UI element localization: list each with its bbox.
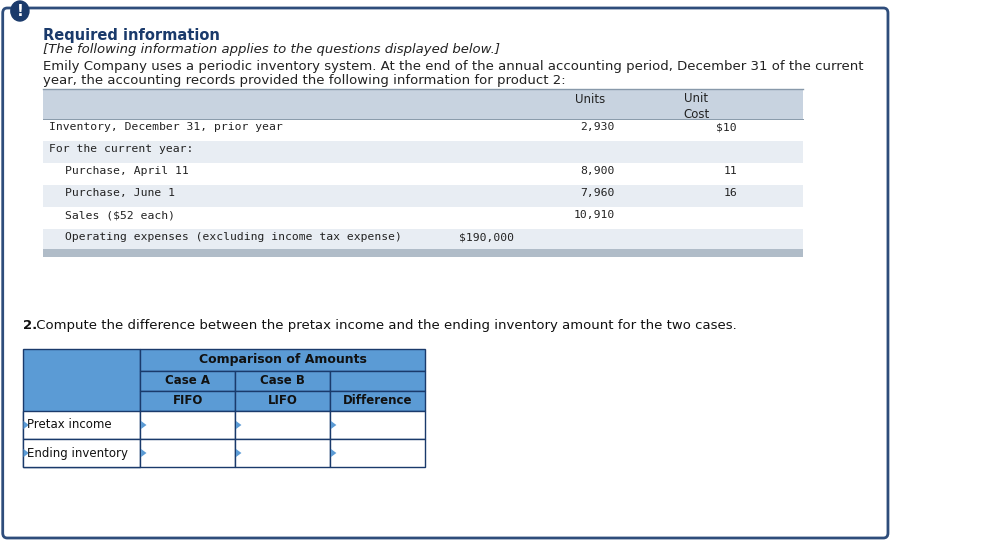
Bar — [43, 229, 803, 251]
Bar — [23, 411, 140, 439]
Text: Purchase, June 1: Purchase, June 1 — [65, 188, 175, 198]
Bar — [330, 371, 425, 391]
Polygon shape — [24, 449, 29, 457]
Bar — [140, 411, 235, 439]
Bar — [330, 439, 425, 467]
Text: Purchase, April 11: Purchase, April 11 — [65, 166, 189, 176]
Bar — [140, 349, 425, 371]
FancyBboxPatch shape — [3, 8, 887, 538]
Bar — [140, 371, 235, 391]
Circle shape — [11, 1, 29, 21]
Text: Case B: Case B — [260, 374, 305, 387]
Text: Difference: Difference — [343, 394, 413, 407]
Polygon shape — [236, 421, 241, 429]
Polygon shape — [331, 421, 336, 429]
Polygon shape — [24, 421, 29, 429]
Bar — [43, 89, 803, 119]
Text: [The following information applies to the questions displayed below.]: [The following information applies to th… — [43, 43, 500, 56]
Text: FIFO: FIFO — [172, 394, 203, 407]
Bar — [43, 163, 803, 185]
Bar — [140, 391, 235, 411]
Bar — [235, 371, 330, 391]
Text: 8,900: 8,900 — [580, 166, 615, 176]
Bar — [235, 439, 330, 467]
Bar — [43, 185, 803, 207]
Text: Ending inventory: Ending inventory — [28, 446, 128, 459]
Text: !: ! — [17, 3, 24, 18]
Text: Emily Company uses a periodic inventory system. At the end of the annual account: Emily Company uses a periodic inventory … — [43, 60, 864, 73]
Text: 16: 16 — [723, 188, 737, 198]
Text: LIFO: LIFO — [268, 394, 297, 407]
Text: $10: $10 — [716, 122, 737, 132]
Text: Required information: Required information — [43, 28, 221, 43]
Bar — [23, 439, 140, 467]
Text: 2.: 2. — [23, 319, 36, 332]
Bar — [43, 207, 803, 229]
Bar — [43, 119, 803, 141]
Polygon shape — [331, 449, 336, 457]
Bar — [23, 349, 140, 467]
Bar — [140, 439, 235, 467]
Text: Case A: Case A — [165, 374, 210, 387]
Bar — [330, 411, 425, 439]
Text: 2,930: 2,930 — [580, 122, 615, 132]
Text: 11: 11 — [723, 166, 737, 176]
Polygon shape — [236, 449, 241, 457]
Text: Compute the difference between the pretax income and the ending inventory amount: Compute the difference between the preta… — [32, 319, 737, 332]
Text: $190,000: $190,000 — [459, 232, 513, 242]
Bar — [235, 391, 330, 411]
Bar — [43, 141, 803, 163]
Text: Operating expenses (excluding income tax expense): Operating expenses (excluding income tax… — [65, 232, 402, 242]
Text: Unit
Cost: Unit Cost — [684, 92, 709, 121]
Polygon shape — [141, 421, 147, 429]
Polygon shape — [141, 449, 147, 457]
Text: Pretax income: Pretax income — [28, 419, 111, 432]
Text: Sales ($52 each): Sales ($52 each) — [65, 210, 175, 220]
Bar — [330, 391, 425, 411]
Bar — [43, 249, 803, 257]
Text: Inventory, December 31, prior year: Inventory, December 31, prior year — [49, 122, 283, 132]
Text: Comparison of Amounts: Comparison of Amounts — [199, 353, 366, 366]
Text: year, the accounting records provided the following information for product 2:: year, the accounting records provided th… — [43, 74, 566, 87]
Bar — [235, 411, 330, 439]
Text: 10,910: 10,910 — [573, 210, 615, 220]
Text: For the current year:: For the current year: — [49, 144, 193, 154]
Text: Units: Units — [575, 93, 606, 106]
Text: 7,960: 7,960 — [580, 188, 615, 198]
